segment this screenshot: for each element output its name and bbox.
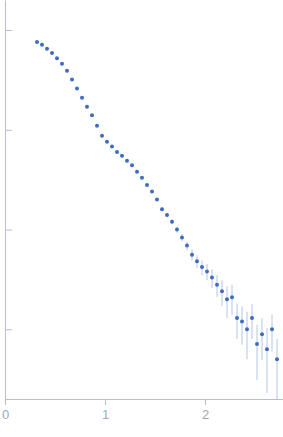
point xyxy=(150,190,154,194)
x-tick-mark xyxy=(105,399,106,405)
points xyxy=(35,40,279,361)
point xyxy=(250,316,254,320)
point xyxy=(70,77,74,81)
point xyxy=(55,56,59,60)
x-tick-label: 0 xyxy=(2,407,9,422)
point xyxy=(205,269,209,273)
error-bar xyxy=(257,325,258,380)
point xyxy=(255,342,259,346)
marks xyxy=(35,40,279,399)
point xyxy=(110,144,114,148)
point xyxy=(155,198,159,202)
point xyxy=(160,207,164,211)
error-bar xyxy=(267,328,268,393)
point xyxy=(240,319,244,323)
point xyxy=(195,259,199,263)
point xyxy=(45,47,49,51)
y-tick-mark xyxy=(5,329,12,330)
x-tick-mark xyxy=(5,399,6,405)
point xyxy=(175,228,179,232)
plot: 0 1 2 xyxy=(2,1,283,423)
point xyxy=(230,295,234,299)
x-tick-label: 1 xyxy=(102,407,109,422)
error-bar xyxy=(247,312,248,360)
point xyxy=(35,40,39,44)
error-bar xyxy=(237,304,238,339)
point xyxy=(120,154,124,158)
point xyxy=(100,134,104,138)
x-tick-mark xyxy=(205,399,206,405)
point xyxy=(210,276,214,280)
error-bar xyxy=(227,286,228,318)
point xyxy=(90,113,94,117)
point xyxy=(75,86,79,90)
point xyxy=(220,289,224,293)
point xyxy=(225,297,229,301)
point xyxy=(50,51,54,55)
error-bar xyxy=(262,318,263,360)
point xyxy=(245,327,249,331)
point xyxy=(215,283,219,287)
error-bar xyxy=(252,304,253,339)
y-tick xyxy=(5,230,12,231)
point xyxy=(165,213,169,217)
y-tick-mark xyxy=(5,130,12,131)
error-bar xyxy=(277,339,278,399)
y-tick-mark xyxy=(5,30,12,31)
error-bars xyxy=(37,41,277,399)
point xyxy=(145,183,149,187)
x-tick: 1 xyxy=(102,399,109,422)
x-tick: 0 xyxy=(2,399,9,422)
y-tick xyxy=(5,30,12,31)
point xyxy=(130,163,134,167)
x-axis-line xyxy=(6,399,283,400)
point xyxy=(140,176,144,180)
error-bar xyxy=(272,315,273,352)
point xyxy=(190,253,194,257)
point xyxy=(235,316,239,320)
x-axis: 0 1 2 xyxy=(2,399,283,422)
error-bar xyxy=(242,306,243,344)
point xyxy=(40,43,44,47)
y-tick xyxy=(5,329,12,330)
point xyxy=(60,62,64,66)
point xyxy=(105,140,109,144)
x-tick: 2 xyxy=(202,399,209,422)
point xyxy=(200,265,204,269)
y-axis-line xyxy=(5,1,6,400)
y-tick xyxy=(5,130,12,131)
point xyxy=(265,347,269,351)
y-axis xyxy=(5,1,12,400)
point xyxy=(275,357,279,361)
point xyxy=(135,170,139,174)
chart: 0 1 2 xyxy=(0,0,283,437)
point xyxy=(115,150,119,154)
point xyxy=(95,124,99,128)
point xyxy=(260,332,264,336)
y-tick-mark xyxy=(5,230,12,231)
error-bar xyxy=(232,285,233,315)
point xyxy=(185,244,189,248)
x-tick-label: 2 xyxy=(202,407,209,422)
point xyxy=(65,69,69,73)
point xyxy=(180,236,184,240)
point xyxy=(170,220,174,224)
point xyxy=(80,96,84,100)
point xyxy=(85,105,89,109)
point xyxy=(270,327,274,331)
point xyxy=(125,159,129,163)
